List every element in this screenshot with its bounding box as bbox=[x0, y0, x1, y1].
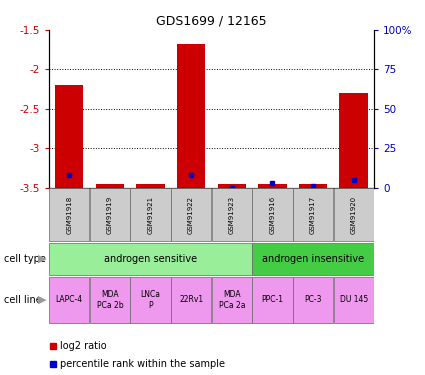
Bar bbox=[252, 277, 292, 323]
Bar bbox=[340, 93, 368, 188]
Bar bbox=[334, 188, 374, 242]
Text: GSM91921: GSM91921 bbox=[147, 196, 153, 234]
Text: GSM91923: GSM91923 bbox=[229, 196, 235, 234]
Bar bbox=[218, 184, 246, 188]
Text: MDA
PCa 2a: MDA PCa 2a bbox=[218, 290, 245, 310]
Text: cell type: cell type bbox=[4, 254, 46, 264]
Bar bbox=[293, 277, 333, 323]
Bar bbox=[299, 184, 327, 188]
Text: PC-3: PC-3 bbox=[304, 296, 322, 304]
Bar bbox=[212, 188, 252, 242]
Text: PPC-1: PPC-1 bbox=[261, 296, 283, 304]
Text: GSM91918: GSM91918 bbox=[66, 196, 72, 234]
Bar bbox=[334, 277, 374, 323]
Bar bbox=[55, 85, 83, 188]
Bar bbox=[130, 277, 170, 323]
Bar bbox=[252, 188, 292, 242]
Text: LAPC-4: LAPC-4 bbox=[56, 296, 83, 304]
Text: androgen insensitive: androgen insensitive bbox=[262, 254, 364, 264]
Bar bbox=[171, 277, 211, 323]
Text: ▶: ▶ bbox=[38, 254, 47, 264]
Bar bbox=[49, 188, 89, 242]
Bar bbox=[49, 243, 252, 274]
Bar bbox=[49, 277, 89, 323]
Text: androgen sensitive: androgen sensitive bbox=[104, 254, 197, 264]
Text: GSM91917: GSM91917 bbox=[310, 196, 316, 234]
Bar bbox=[252, 243, 374, 274]
Text: log2 ratio: log2 ratio bbox=[60, 341, 106, 351]
Bar bbox=[96, 184, 124, 188]
Title: GDS1699 / 12165: GDS1699 / 12165 bbox=[156, 15, 267, 27]
Text: GSM91922: GSM91922 bbox=[188, 196, 194, 234]
Bar bbox=[177, 44, 205, 188]
Bar bbox=[212, 277, 252, 323]
Text: GSM91920: GSM91920 bbox=[351, 196, 357, 234]
Text: cell line: cell line bbox=[4, 295, 42, 305]
Bar bbox=[130, 188, 170, 242]
Bar bbox=[90, 277, 130, 323]
Text: LNCa
P: LNCa P bbox=[141, 290, 161, 310]
Bar bbox=[258, 184, 286, 188]
Text: ▶: ▶ bbox=[38, 295, 47, 305]
Text: 22Rv1: 22Rv1 bbox=[179, 296, 203, 304]
Bar bbox=[90, 188, 130, 242]
Bar bbox=[293, 188, 333, 242]
Text: percentile rank within the sample: percentile rank within the sample bbox=[60, 359, 224, 369]
Text: GSM91919: GSM91919 bbox=[107, 196, 113, 234]
Bar bbox=[171, 188, 211, 242]
Text: DU 145: DU 145 bbox=[340, 296, 368, 304]
Text: GSM91916: GSM91916 bbox=[269, 196, 275, 234]
Text: MDA
PCa 2b: MDA PCa 2b bbox=[96, 290, 123, 310]
Bar bbox=[136, 184, 165, 188]
